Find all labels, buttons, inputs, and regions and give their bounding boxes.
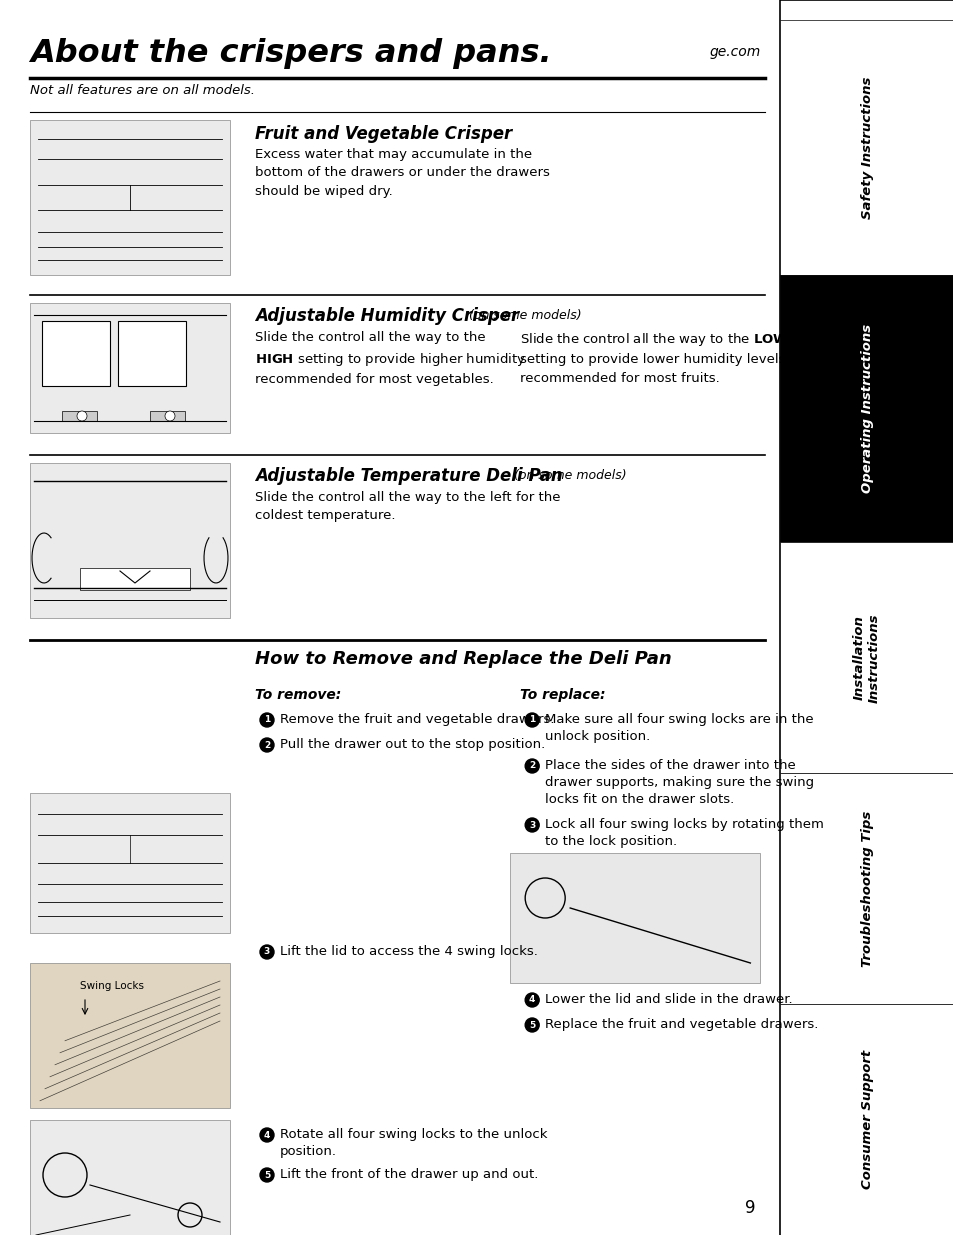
Text: Slide the control all the way to the left for the
coldest temperature.: Slide the control all the way to the lef… [254, 492, 560, 522]
Text: Troubleshooting Tips: Troubleshooting Tips [860, 810, 873, 967]
Text: 3: 3 [264, 947, 270, 956]
Text: 4: 4 [529, 995, 535, 1004]
Text: Lift the front of the drawer up and out.: Lift the front of the drawer up and out. [280, 1168, 537, 1181]
Text: Lift the lid to access the 4 swing locks.: Lift the lid to access the 4 swing locks… [280, 945, 537, 958]
Text: Remove the fruit and vegetable drawers.: Remove the fruit and vegetable drawers. [280, 713, 554, 726]
Text: (on some models): (on some models) [510, 469, 626, 482]
Bar [30, 793, 230, 932]
Text: Slide the control all the way to the
$\mathbf{HIGH}$ setting to provide higher h: Slide the control all the way to the $\m… [254, 331, 525, 387]
Text: 5: 5 [264, 1171, 270, 1179]
Text: Place the sides of the drawer into the
drawer supports, making sure the swing
lo: Place the sides of the drawer into the d… [544, 760, 814, 806]
Text: 4: 4 [264, 1130, 270, 1140]
Text: 1: 1 [529, 715, 535, 725]
Text: About the crispers and pans.: About the crispers and pans. [30, 38, 551, 69]
Bar [780, 20, 953, 275]
Text: Lock all four swing locks by rotating them
to the lock position.: Lock all four swing locks by rotating th… [544, 818, 823, 848]
Text: (on some models): (on some models) [464, 309, 581, 322]
Text: Replace the fruit and vegetable drawers.: Replace the fruit and vegetable drawers. [544, 1018, 818, 1031]
Circle shape [260, 713, 274, 727]
Bar [30, 963, 230, 1108]
Text: ge.com: ge.com [708, 44, 760, 59]
Text: Swing Locks: Swing Locks [80, 981, 144, 990]
Circle shape [525, 713, 538, 727]
Circle shape [165, 411, 174, 421]
Text: Installation
Instructions: Installation Instructions [852, 613, 881, 703]
Bar [780, 773, 953, 1004]
Circle shape [260, 1168, 274, 1182]
Text: 3: 3 [529, 820, 535, 830]
Text: To remove:: To remove: [254, 688, 341, 701]
Circle shape [525, 1018, 538, 1032]
Bar [80, 568, 190, 590]
Text: Fruit and Vegetable Crisper: Fruit and Vegetable Crisper [254, 125, 512, 143]
Bar [780, 1004, 953, 1235]
Text: Operating Instructions: Operating Instructions [860, 325, 873, 493]
Text: Adjustable Humidity Crisper: Adjustable Humidity Crisper [254, 308, 518, 325]
Text: How to Remove and Replace the Deli Pan: How to Remove and Replace the Deli Pan [254, 650, 671, 668]
Bar [42, 321, 110, 387]
Text: Make sure all four swing locks are in the
unlock position.: Make sure all four swing locks are in th… [544, 713, 813, 743]
Circle shape [525, 818, 538, 832]
Text: Excess water that may accumulate in the
bottom of the drawers or under the drawe: Excess water that may accumulate in the … [254, 148, 549, 198]
Circle shape [525, 760, 538, 773]
Bar [780, 542, 953, 773]
Text: 9: 9 [744, 1199, 755, 1216]
Text: Lower the lid and slide in the drawer.: Lower the lid and slide in the drawer. [544, 993, 792, 1007]
Text: 1: 1 [264, 715, 270, 725]
Text: Safety Instructions: Safety Instructions [860, 77, 873, 219]
Circle shape [77, 411, 87, 421]
Text: Slide the control all the way to the $\mathbf{LOW}$
setting to provide lower hum: Slide the control all the way to the $\m… [519, 331, 788, 385]
Bar [30, 463, 230, 618]
Text: Rotate all four swing locks to the unlock
position.: Rotate all four swing locks to the unloc… [280, 1128, 547, 1158]
Text: 2: 2 [264, 741, 270, 750]
Bar [30, 1120, 230, 1235]
Bar [510, 853, 760, 983]
Bar [30, 120, 230, 275]
Circle shape [260, 1128, 274, 1142]
Text: 5: 5 [529, 1020, 535, 1030]
Bar [118, 321, 186, 387]
Text: Pull the drawer out to the stop position.: Pull the drawer out to the stop position… [280, 739, 545, 751]
Text: 2: 2 [529, 762, 535, 771]
Circle shape [260, 739, 274, 752]
Text: Adjustable Temperature Deli Pan: Adjustable Temperature Deli Pan [254, 467, 562, 485]
Circle shape [525, 993, 538, 1007]
Circle shape [260, 945, 274, 960]
Bar [30, 303, 230, 433]
Bar [62, 411, 97, 421]
Text: To replace:: To replace: [519, 688, 605, 701]
Bar [150, 411, 185, 421]
Bar [780, 275, 953, 542]
Text: Consumer Support: Consumer Support [860, 1050, 873, 1189]
Text: Not all features are on all models.: Not all features are on all models. [30, 84, 254, 98]
Bar [780, 0, 953, 1235]
